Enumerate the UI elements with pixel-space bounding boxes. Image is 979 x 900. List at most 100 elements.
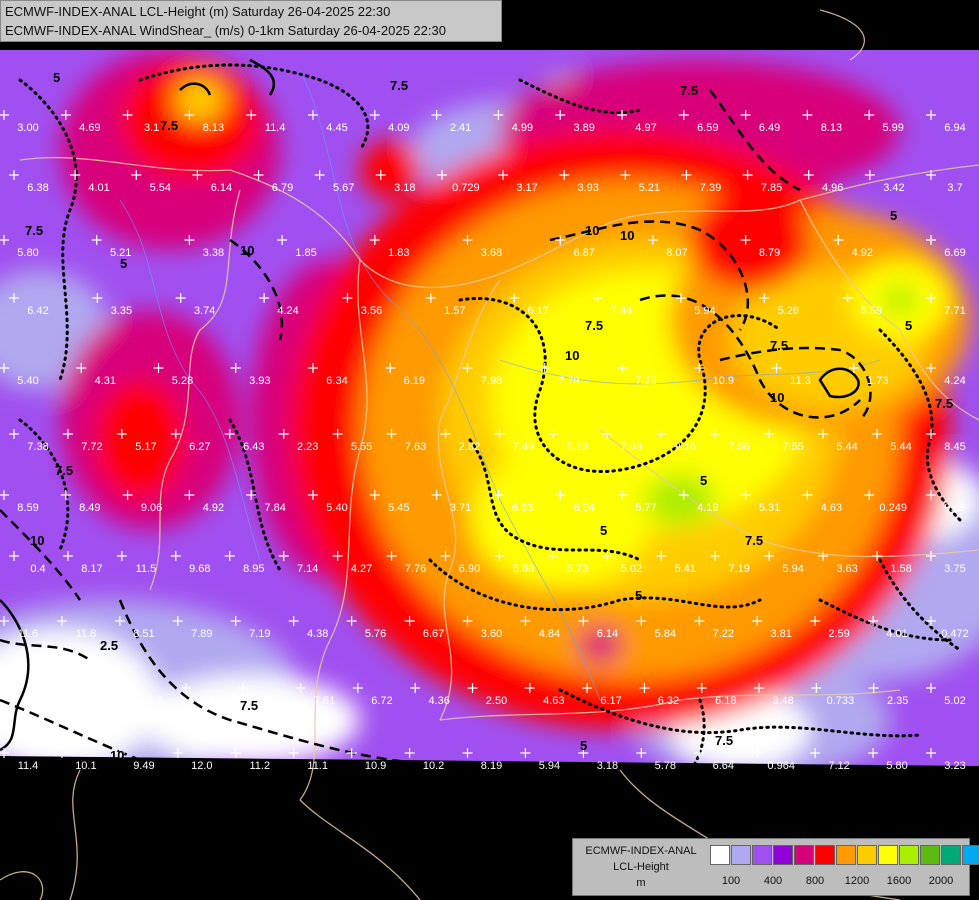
grid-point-marker [818,551,829,561]
grid-point-marker [647,235,658,245]
grid-point-marker [764,551,775,561]
grid-point-marker [759,293,770,303]
grid-value-label: 4.92 [852,247,873,259]
grid-point-marker [494,429,505,439]
legend-swatch [878,845,898,865]
grid-point-marker [752,616,763,626]
grid-value-label: 3.68 [481,247,502,259]
grid-point-marker [493,110,504,120]
grid-point-marker [440,551,451,561]
grid-value-label: 6.38 [27,182,48,194]
lcl-height-field [0,50,979,766]
grid-point-marker [818,429,829,439]
grid-value-label: 4.84 [539,628,560,640]
grid-point-marker [123,683,134,693]
grid-value-label: 13.7 [27,695,48,707]
grid-point-marker [811,683,822,693]
grid-point-marker [498,170,509,180]
contour-label: 5 [120,256,127,271]
contour-label: 7.5 [585,318,603,333]
grid-value-label: 3.89 [573,122,594,134]
grid-point-marker [346,616,357,626]
grid-value-label: 1.58 [890,563,911,575]
grid-point-marker [122,490,133,500]
grid-value-label: 0.4 [30,563,45,575]
grid-point-marker [810,616,821,626]
legend-unit: m [636,877,646,889]
grid-point-marker [754,683,765,693]
grid-value-label: 5.54 [150,182,171,194]
grid-point-marker [346,748,357,758]
grid-value-label: 0.472 [941,628,969,640]
grid-value-label: 3.75 [944,563,965,575]
grid-value-label: 5.88 [513,563,534,575]
grid-point-marker [675,293,686,303]
grid-value-label: 7.84 [264,502,285,514]
grid-point-marker [694,616,705,626]
grid-point-marker [602,429,613,439]
grid-point-marker [926,490,936,500]
grid-value-label: 0.249 [879,502,907,514]
grid-value-label: 3.38 [203,247,224,259]
grid-point-marker [436,170,447,180]
grid-point-marker [740,110,751,120]
grid-point-marker [694,363,705,373]
grid-value-label: 3.71 [450,502,471,514]
grid-point-marker [493,490,504,500]
grid-value-label: 6.72 [371,695,392,707]
grid-value-label: 3.48 [772,695,793,707]
grid-value-label: 1.85 [295,247,316,259]
grid-value-label: 5.99 [882,122,903,134]
grid-point-marker [62,429,73,439]
grid-point-marker [620,170,631,180]
grid-point-marker [467,683,478,693]
grid-value-label: 7.76 [405,563,426,575]
grid-point-marker [9,429,19,439]
grid-point-marker [170,551,181,561]
grid-value-label: 12.0 [191,760,212,772]
grid-value-label: 5.18 [567,441,588,453]
grid-point-marker [277,235,288,245]
grid-value-label: 0.964 [767,760,795,772]
grid-value-label: 4.36 [428,695,449,707]
legend-swatch [794,845,814,865]
legend-tick-label: 2000 [928,875,954,887]
grid-point-marker [369,235,380,245]
grid-point-marker [116,551,127,561]
grid-value-label: 7.23 [635,375,656,387]
grid-value-label: 0.733 [827,695,855,707]
grid-value-label: 6.19 [404,375,425,387]
grid-point-marker [462,235,473,245]
grid-value-label: 10.9 [365,760,386,772]
grid-value-label: 2.35 [887,695,908,707]
grid-point-marker [926,429,936,439]
grid-point-marker [253,170,264,180]
grid-value-label: 9.55 [944,502,965,514]
grid-value-label: 3.60 [481,628,502,640]
grid-point-marker [636,748,647,758]
grid-point-marker [864,490,875,500]
grid-value-label: 8.49 [79,502,100,514]
grid-point-marker [246,110,257,120]
grid-point-marker [175,293,186,303]
grid-value-label: 8.13 [203,122,224,134]
grid-value-label: 7.39 [700,182,721,194]
grid-point-marker [803,170,814,180]
grid-value-label: 7.63 [621,441,642,453]
grid-point-marker [0,363,9,373]
contour-label: 5 [600,523,607,538]
grid-point-marker [555,235,566,245]
contour-label: 5 [53,70,60,85]
grid-value-label: 6.33 [512,502,533,514]
grid-point-marker [238,683,249,693]
grid-point-marker [559,170,570,180]
grid-point-marker [192,170,203,180]
grid-value-label: 5.28 [172,375,193,387]
contour-label: 7.5 [745,533,763,548]
grid-value-label: 6.64 [713,760,734,772]
grid-point-marker [578,748,589,758]
grid-value-label: 7.85 [761,182,782,194]
grid-value-label: 10.9 [713,375,734,387]
grid-value-label: 5.73 [567,563,588,575]
grid-point-marker [114,748,125,758]
